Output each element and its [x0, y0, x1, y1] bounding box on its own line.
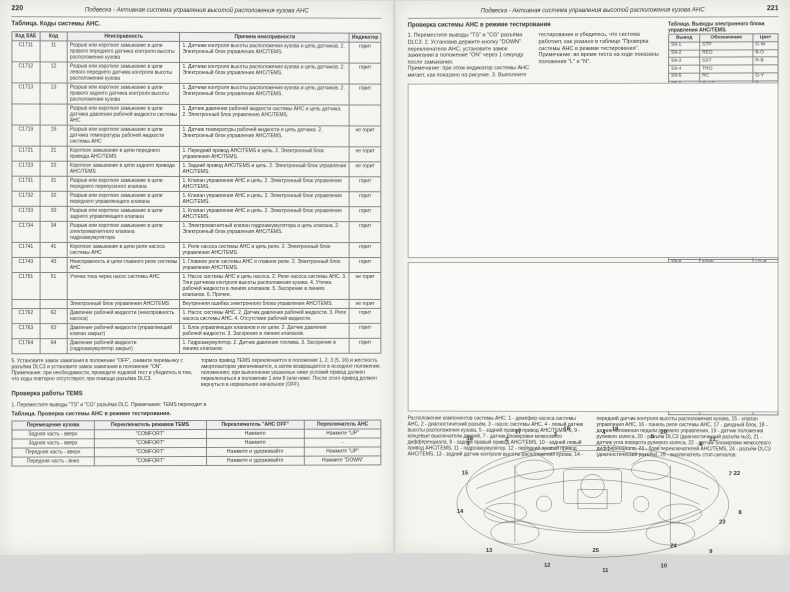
svg-text:21: 21: [709, 437, 716, 443]
table-title: Таблица. Коды системы AHC.: [11, 21, 381, 30]
right-page: 221 Подвеска - Активная система управлен…: [396, 0, 790, 555]
svg-text:19: 19: [612, 427, 619, 433]
left-page: 220 Подвеска - Активная система управлен…: [0, 0, 394, 555]
svg-text:11: 11: [602, 568, 609, 574]
pin-table-title: Таблица. Выводы электронного блока управ…: [668, 21, 778, 34]
header-right: Подвеска - Активная система управления в…: [408, 7, 779, 19]
page-number-right: 221: [767, 5, 779, 13]
suspension-diagram-bottom: 16171819202122232425: [408, 261, 779, 411]
footnotes: 5. Установите замок зажигания в положени…: [11, 358, 381, 389]
procedure-text: 1. Переместите выводы "TS" и "CG" разъём…: [408, 32, 662, 79]
fault-codes-table: Код SAEКодНеисправностьПричина неисправн…: [11, 32, 381, 355]
footnote-3: тормоз привод TEMS переключается в полож…: [201, 358, 381, 370]
footnote-2: Примечание: при необходимости, проведите…: [11, 370, 193, 382]
page-number-left: 220: [11, 5, 23, 13]
footnote-4: положениях; при выполнении указанных ниж…: [201, 370, 381, 388]
tems-note: 1. Переместите выводы "TS" и "CG" разъём…: [11, 401, 381, 408]
suspension-diagram-top: 123456789101112131415: [408, 82, 779, 258]
tems-table-title: Таблица. Проверка системы AHC в режиме т…: [11, 410, 381, 417]
svg-text:20: 20: [661, 430, 667, 436]
svg-text:23: 23: [719, 519, 726, 525]
proc-1: 1. Переместите выводы "TS" и "CG" разъём…: [408, 33, 531, 66]
svg-text:25: 25: [593, 548, 600, 554]
svg-text:22: 22: [734, 471, 740, 477]
header-left: Подвеска - Активная система управления в…: [11, 7, 381, 19]
svg-text:24: 24: [670, 544, 677, 550]
svg-text:18: 18: [563, 427, 570, 433]
tems-table: Перемещение кузоваПереключатель режимов …: [11, 420, 381, 467]
tems-title: Проверка работы TEMS: [11, 391, 381, 399]
footnote-1: 5. Установите замок зажигания в положени…: [11, 358, 193, 370]
svg-text:17: 17: [515, 429, 521, 435]
svg-text:16: 16: [467, 436, 474, 442]
